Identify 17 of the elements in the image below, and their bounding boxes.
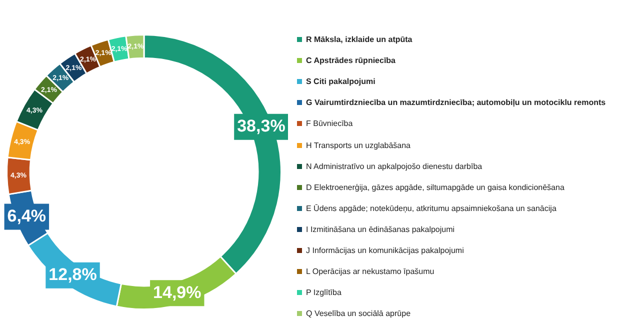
legend-label: H Transports un uzglabāšana (306, 140, 411, 150)
data-label: 38,3% (237, 116, 286, 136)
legend-label: L Operācijas ar nekustamo īpašumu (306, 267, 434, 276)
legend-label: G Vairumtirdzniecība un mazumtirdzniecība; automobiļu un motociklu remonts (306, 98, 606, 108)
legend-label: F Būvniecība (306, 119, 353, 128)
legend-label: J Informācijas un komunikācijas pakalpojumi (306, 246, 464, 255)
legend-label: I Izmitināšana un ēdināšanas pakalpojumi (306, 224, 455, 234)
legend-label: Q Veselība un sociālā aprūpe (306, 309, 411, 318)
data-label: 12,8% (48, 265, 97, 284)
legend-label: S Citi pakalpojumi (306, 77, 376, 86)
legend-label: C Apstrādes rūpniecība (306, 56, 396, 66)
legend-label: R Māksla, izklaide un atpūta (306, 35, 412, 44)
legend-label: D Elektroenerģija, gāzes apgāde, siltumapgāde un gaisa kondicionēšana (306, 182, 564, 192)
data-label: 14,9% (153, 282, 202, 302)
legend-label: E Ūdens apgāde; notekūdeņu, atkritumu apsaimniekošana un sanācija (306, 204, 556, 213)
legend-label: N Administratīvo un apkalpojošo dienestu darbība (306, 162, 482, 171)
legend-label: P Izglītība (306, 288, 342, 298)
